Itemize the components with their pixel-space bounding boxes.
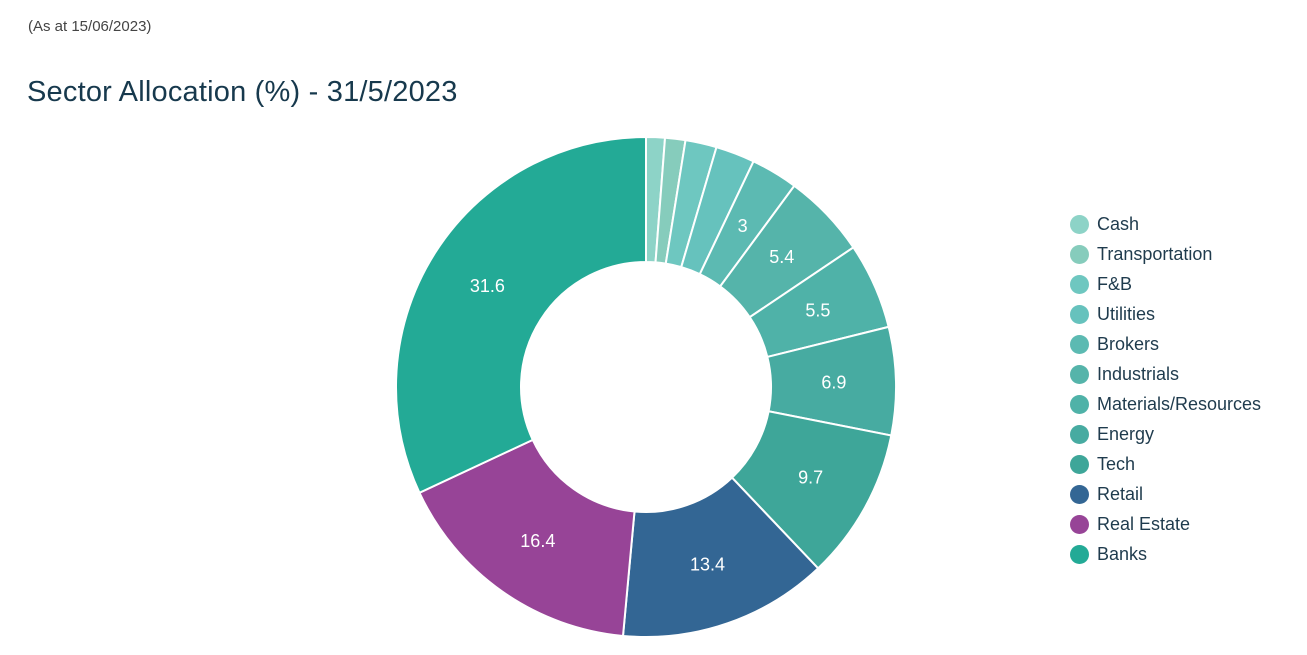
legend-item-cash[interactable]: Cash (1070, 209, 1261, 239)
legend-swatch (1070, 274, 1089, 294)
legend-swatch (1070, 484, 1089, 504)
legend-label: Transportation (1097, 243, 1213, 264)
legend-label: Retail (1097, 483, 1144, 504)
data-label-tech: 9.7 (798, 468, 823, 488)
legend-label: Real Estate (1097, 513, 1191, 534)
data-label-energy: 6.9 (821, 373, 846, 393)
slice-real-estate[interactable] (418, 438, 636, 638)
chart-title: Sector Allocation (%) - 31/5/2023 (27, 76, 458, 108)
legend-item-f-b[interactable]: F&B (1070, 269, 1261, 299)
data-label-real-estate: 16.4 (520, 531, 555, 551)
data-label-banks: 31.6 (470, 276, 505, 296)
legend-label: Materials/Resources (1097, 393, 1262, 414)
donut-chart: 3 5.4 5.5 6.9 9.7 13.4 16.4 31.6 (395, 135, 897, 638)
legend-item-materials-resources[interactable]: Materials/Resources (1070, 389, 1261, 419)
data-label-materials-resources: 5.5 (805, 301, 830, 321)
data-label-brokers: 3 (738, 216, 748, 236)
slice-banks[interactable] (395, 135, 647, 495)
legend-swatch (1070, 364, 1089, 384)
legend-label: Banks (1097, 543, 1148, 564)
legend-swatch (1070, 544, 1089, 564)
legend-swatch (1070, 424, 1089, 444)
legend-label: Utilities (1097, 303, 1156, 324)
legend-swatch (1070, 304, 1089, 324)
as-at-date: (As at 15/06/2023) (28, 18, 152, 35)
legend-item-utilities[interactable]: Utilities (1070, 299, 1261, 329)
legend-swatch (1070, 244, 1089, 264)
legend-item-energy[interactable]: Energy (1070, 419, 1261, 449)
legend-label: Energy (1097, 423, 1155, 444)
legend-item-retail[interactable]: Retail (1070, 479, 1261, 509)
legend-item-real-estate[interactable]: Real Estate (1070, 509, 1261, 539)
data-label-retail: 13.4 (690, 555, 725, 575)
legend-item-tech[interactable]: Tech (1070, 449, 1261, 479)
legend-swatch (1070, 514, 1089, 534)
slice-retail[interactable] (621, 476, 820, 638)
chart-legend: Cash Transportation F&B Utilities Brokers Ind… (1070, 209, 1261, 569)
legend-label: Tech (1097, 453, 1136, 474)
data-label-industrials: 5.4 (769, 247, 794, 267)
legend-item-brokers[interactable]: Brokers (1070, 329, 1261, 359)
legend-swatch (1070, 454, 1089, 474)
legend-swatch (1070, 214, 1089, 234)
legend-item-transportation[interactable]: Transportation (1070, 239, 1261, 269)
legend-item-banks[interactable]: Banks (1070, 539, 1261, 569)
legend-label: Industrials (1097, 363, 1180, 384)
legend-swatch (1070, 394, 1089, 414)
legend-label: Cash (1097, 213, 1140, 234)
legend-item-industrials[interactable]: Industrials (1070, 359, 1261, 389)
legend-label: F&B (1097, 273, 1133, 294)
legend-label: Brokers (1097, 333, 1160, 354)
legend-swatch (1070, 334, 1089, 354)
